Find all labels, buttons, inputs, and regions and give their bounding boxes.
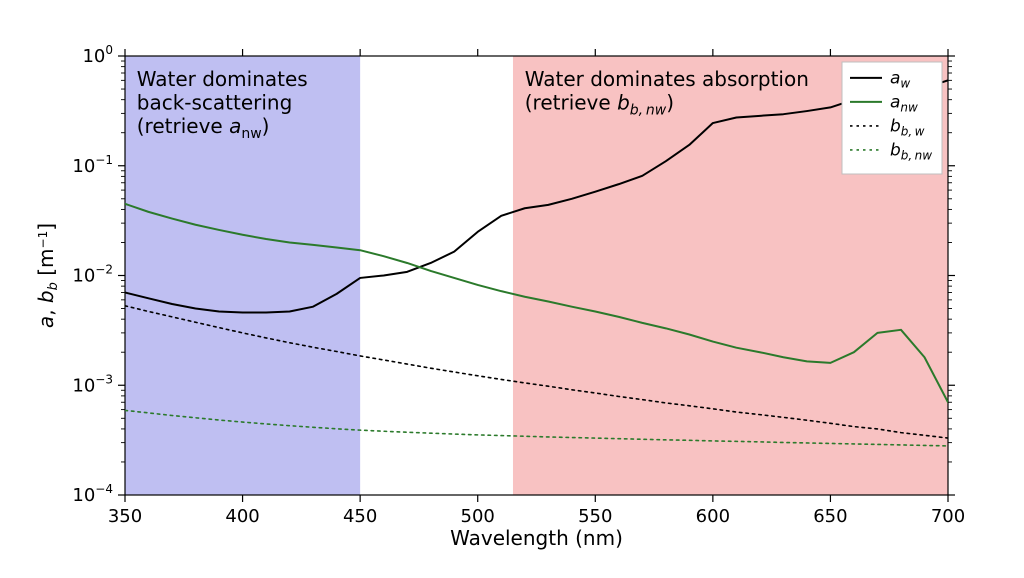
x-tick-label: 350 bbox=[108, 506, 142, 527]
chart-container: 350400450500550600650700Wavelength (nm)1… bbox=[0, 0, 1024, 578]
x-tick-label: 700 bbox=[931, 506, 965, 527]
chart-svg: 350400450500550600650700Wavelength (nm)1… bbox=[0, 0, 1024, 578]
x-tick-label: 500 bbox=[461, 506, 495, 527]
x-axis-label: Wavelength (nm) bbox=[450, 526, 623, 550]
red-annotation: Water dominates absorption bbox=[525, 67, 809, 91]
blue-annotation: Water dominates bbox=[137, 67, 308, 91]
x-tick-label: 400 bbox=[225, 506, 259, 527]
blue-annotation: back-scattering bbox=[137, 91, 293, 115]
x-tick-label: 650 bbox=[813, 506, 847, 527]
x-tick-label: 600 bbox=[696, 506, 730, 527]
x-tick-label: 550 bbox=[578, 506, 612, 527]
x-tick-label: 450 bbox=[343, 506, 377, 527]
